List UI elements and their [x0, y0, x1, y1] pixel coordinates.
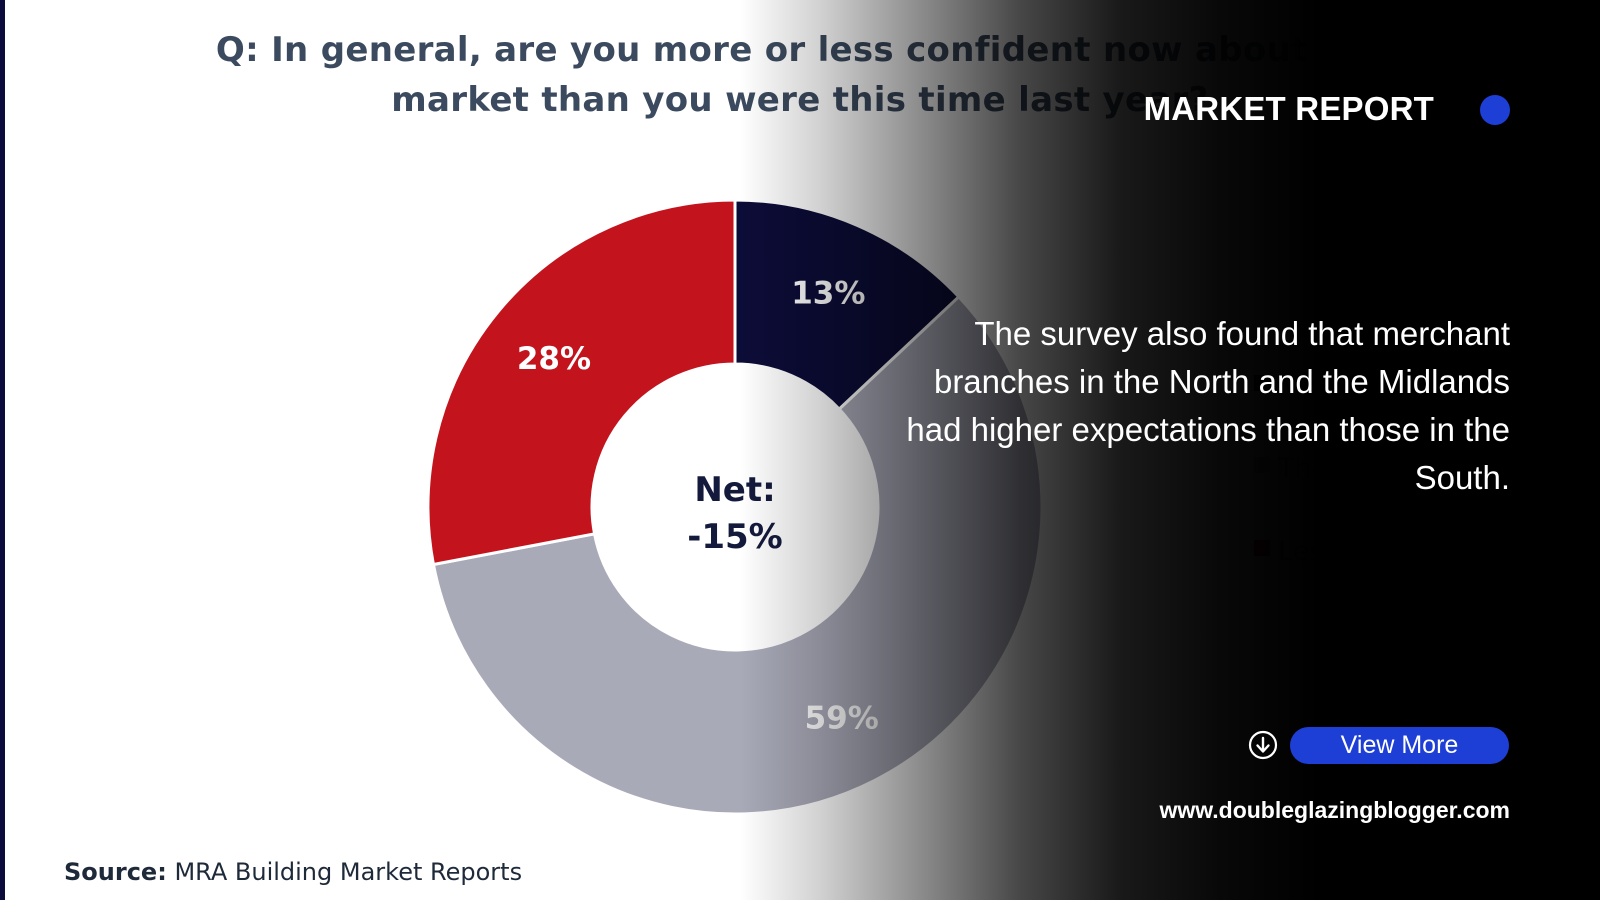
slice-label-more: 13% — [791, 275, 865, 311]
brand-dot-icon — [1480, 95, 1510, 125]
website-url[interactable]: www.doubleglazingblogger.com — [1159, 797, 1510, 823]
survey-blurb: The survey also found that merchant bran… — [906, 315, 1510, 496]
source-note: Source: MRA Building Market Reports — [64, 858, 522, 886]
view-more-button[interactable]: View More — [1290, 727, 1509, 764]
slice-label-the-same: 59% — [805, 700, 879, 736]
market-report-heading: MARKET REPORT — [1143, 90, 1434, 127]
slice-label-less: 28% — [517, 341, 591, 377]
legend-swatch-less — [1254, 540, 1270, 556]
source-text: MRA Building Market Reports — [174, 858, 523, 886]
net-label: Net: — [694, 470, 775, 510]
slice-less — [426, 198, 737, 567]
source-label: Source: — [64, 858, 167, 886]
net-value: -15% — [687, 517, 783, 557]
arrow-down-circle-icon[interactable] — [1248, 730, 1278, 760]
legend-label-less: Less — [1278, 536, 1337, 567]
